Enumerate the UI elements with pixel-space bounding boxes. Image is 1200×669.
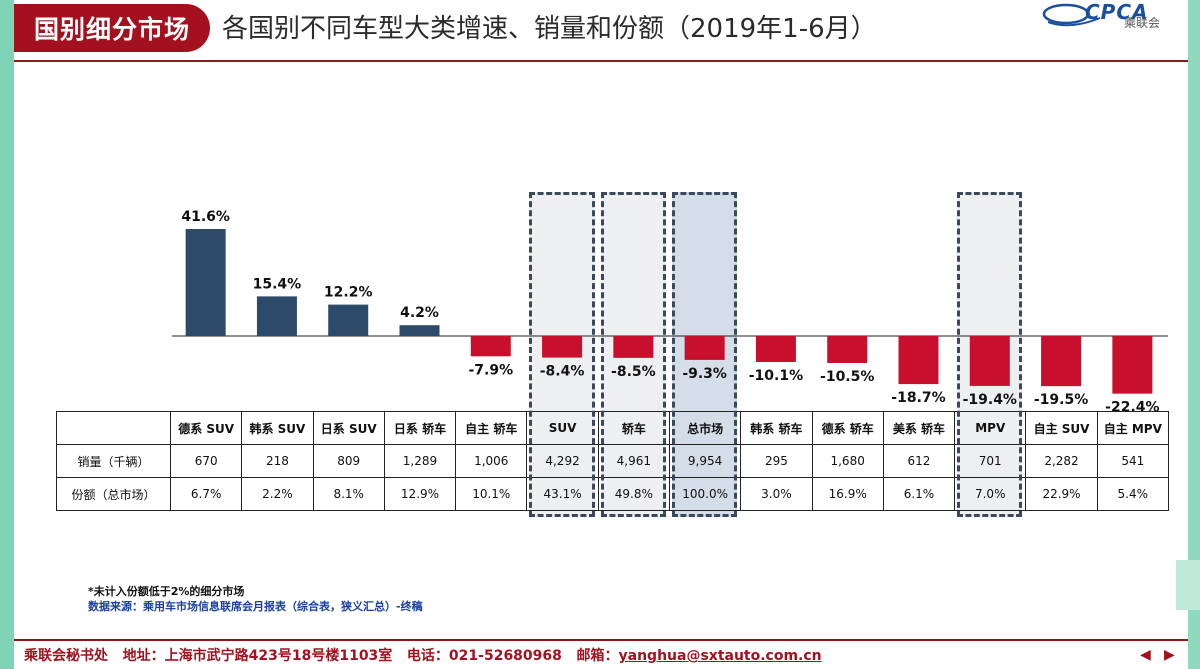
bar — [256, 296, 297, 336]
column-header: 韩系 轿车 — [740, 411, 813, 445]
bar — [542, 336, 583, 358]
bar — [684, 336, 725, 360]
bar — [827, 336, 868, 364]
table-cell: 541 — [1096, 444, 1169, 478]
bar-value-label: -10.1% — [749, 368, 803, 384]
column-header: 总市场 — [668, 411, 742, 445]
table-cell: 4,292 — [526, 444, 599, 478]
table-row: 销量（千辆） 670 218 809 1,289 1,006 4,292 4,961 9,954… — [56, 444, 1169, 478]
table-cell: 22.9% — [1025, 477, 1098, 511]
section-badge: 国别细分市场 — [14, 4, 210, 52]
bar-value-label: 15.4% — [253, 276, 302, 292]
footer-email-link[interactable]: yanghua@sxtauto.com.cn — [618, 648, 822, 664]
bar — [470, 336, 511, 357]
table-cell: 218 — [241, 444, 314, 478]
table-cell: 4,961 — [597, 444, 670, 478]
table-cell: 670 — [169, 444, 243, 478]
header-divider — [14, 60, 1188, 62]
bar-value-label: 41.6% — [181, 209, 230, 225]
bar — [613, 336, 654, 358]
table-cell: 7.0% — [954, 477, 1027, 511]
page-title: 各国别不同车型大类增速、销量和份额（2019年1-6月） — [222, 14, 877, 44]
column-header: 德系 轿车 — [811, 411, 884, 445]
table-cell: 9,954 — [668, 444, 742, 478]
footer-contact: 乘联会秘书处 地址：上海市武宁路423号18号楼1103室 电话：021-526… — [24, 645, 822, 665]
corner-decor — [1176, 560, 1200, 610]
footer-address: 地址：上海市武宁路423号18号楼1103室 — [122, 648, 393, 664]
bar — [1041, 336, 1082, 387]
table-cell: 2.2% — [241, 477, 314, 511]
column-header: 日系 SUV — [312, 411, 385, 445]
bar-value-label: 12.2% — [324, 285, 373, 301]
bar-value-label: 4.2% — [400, 305, 439, 321]
column-header: MPV — [954, 411, 1027, 445]
bar-value-label: -9.3% — [682, 366, 727, 382]
table-corner-cell — [56, 411, 171, 445]
bar — [898, 336, 939, 385]
table-cell: 43.1% — [526, 477, 599, 511]
bar-value-label: -19.5% — [1034, 392, 1088, 408]
bar — [399, 325, 440, 336]
next-slide-icon[interactable]: ▶ — [1164, 647, 1175, 663]
column-header: 轿车 — [597, 411, 670, 445]
footer-email-label: 邮箱： — [576, 648, 619, 664]
table-cell: 100.0% — [668, 477, 742, 511]
column-header: 自主 MPV — [1096, 411, 1169, 445]
logo-subtitle: 乘联会 — [1124, 16, 1161, 30]
right-decor-strip — [1188, 0, 1200, 669]
table-cell: 1,680 — [811, 444, 884, 478]
column-header: 自主 SUV — [1025, 411, 1098, 445]
row-label: 份额（总市场） — [56, 477, 171, 511]
table-cell: 10.1% — [455, 477, 528, 511]
table-cell: 6.7% — [169, 477, 243, 511]
table-cell: 295 — [740, 444, 813, 478]
table-cell: 6.1% — [882, 477, 956, 511]
prev-slide-icon[interactable]: ◀ — [1140, 647, 1151, 663]
left-decor-strip — [0, 0, 14, 669]
table-cell: 49.8% — [597, 477, 670, 511]
bar — [328, 304, 369, 336]
table-cell: 2,282 — [1025, 444, 1098, 478]
logo-text: CPCA — [1085, 0, 1149, 24]
column-header: SUV — [526, 411, 599, 445]
table-cell: 1,289 — [383, 444, 457, 478]
footer-divider — [14, 639, 1188, 641]
bar — [755, 336, 796, 362]
table-cell: 12.9% — [383, 477, 457, 511]
column-header: 韩系 SUV — [241, 411, 314, 445]
footnote: *未计入份额低于2%的细分市场 — [88, 585, 245, 598]
table-cell: 612 — [882, 444, 956, 478]
table-header-row: 德系 SUV 韩系 SUV 日系 SUV 日系 轿车 自主 轿车 SUV 轿车 总市场 韩系 轿… — [56, 411, 1169, 445]
data-source-note: 数据来源：乘用车市场信息联席会月报表（综合表，狭义汇总）-终稿 — [88, 600, 423, 613]
bar-value-label: -7.9% — [468, 362, 513, 378]
bar — [969, 336, 1010, 386]
row-label: 销量（千辆） — [56, 444, 171, 478]
cpca-logo-icon — [1042, 3, 1101, 27]
footer-org: 乘联会秘书处 — [24, 648, 108, 664]
table-cell: 16.9% — [811, 477, 884, 511]
bar-value-label: -8.4% — [540, 364, 585, 380]
table-cell: 3.0% — [740, 477, 813, 511]
bar-value-label: -18.7% — [891, 390, 945, 406]
column-header: 日系 轿车 — [383, 411, 457, 445]
bar-value-label: -10.5% — [820, 369, 874, 385]
table-row: 份额（总市场） 6.7% 2.2% 8.1% 12.9% 10.1% 43.1% 49.8% 1… — [56, 477, 1169, 511]
table-cell: 8.1% — [312, 477, 385, 511]
bar — [185, 229, 226, 336]
column-header: 美系 轿车 — [882, 411, 956, 445]
table-cell: 701 — [954, 444, 1027, 478]
column-header: 德系 SUV — [169, 411, 243, 445]
bar-value-label: -19.4% — [963, 392, 1017, 408]
bar — [1112, 336, 1153, 394]
footer-phone: 电话：021-52680968 — [406, 648, 562, 664]
column-header: 自主 轿车 — [455, 411, 528, 445]
sales-share-table: 德系 SUV 韩系 SUV 日系 SUV 日系 轿车 自主 轿车 SUV 轿车 总市场 韩系 轿… — [56, 411, 1169, 511]
table-cell: 809 — [312, 444, 385, 478]
bar-value-label: -8.5% — [611, 364, 656, 380]
table-cell: 1,006 — [455, 444, 528, 478]
table-cell: 5.4% — [1096, 477, 1169, 511]
